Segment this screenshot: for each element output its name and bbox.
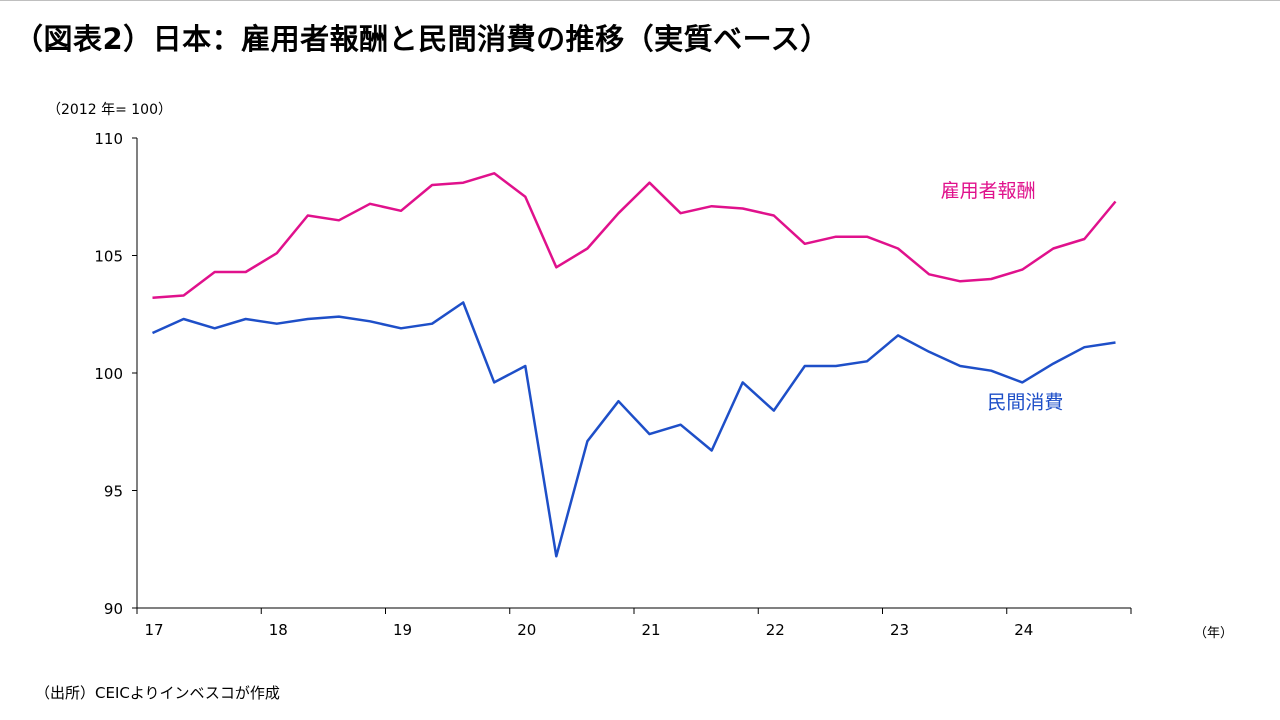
page-title: （図表2）日本：雇用者報酬と民間消費の推移（実質ベース） bbox=[14, 22, 830, 56]
y-axis-unit-label: （2012 年= 100） bbox=[47, 102, 172, 118]
y-tick-label: 105 bbox=[94, 248, 123, 266]
series-line-2 bbox=[151, 301, 1116, 558]
top-rule bbox=[0, 0, 1280, 1]
x-tick-label: 21 bbox=[641, 621, 660, 639]
x-tick-label: 20 bbox=[517, 621, 536, 639]
series-label-2: 民間消費 bbox=[987, 391, 1063, 413]
y-tick-label: 110 bbox=[94, 130, 123, 148]
x-tick-label: 22 bbox=[766, 621, 785, 639]
series-label-1: 雇用者報酬 bbox=[941, 180, 1036, 202]
x-tick-label: 17 bbox=[144, 621, 163, 639]
x-tick-label: 23 bbox=[890, 621, 909, 639]
y-tick-label: 90 bbox=[104, 600, 123, 618]
x-tick-label: 18 bbox=[269, 621, 288, 639]
y-tick-label: 100 bbox=[94, 365, 123, 383]
x-axis-unit-label: （年） bbox=[1194, 626, 1234, 641]
source-note: （出所）CEICよりインベスコが作成 bbox=[35, 684, 280, 702]
series-line-1 bbox=[152, 172, 1117, 300]
x-tick-label: 19 bbox=[393, 621, 412, 639]
y-tick-label: 95 bbox=[104, 483, 123, 501]
x-tick-label: 24 bbox=[1014, 621, 1033, 639]
